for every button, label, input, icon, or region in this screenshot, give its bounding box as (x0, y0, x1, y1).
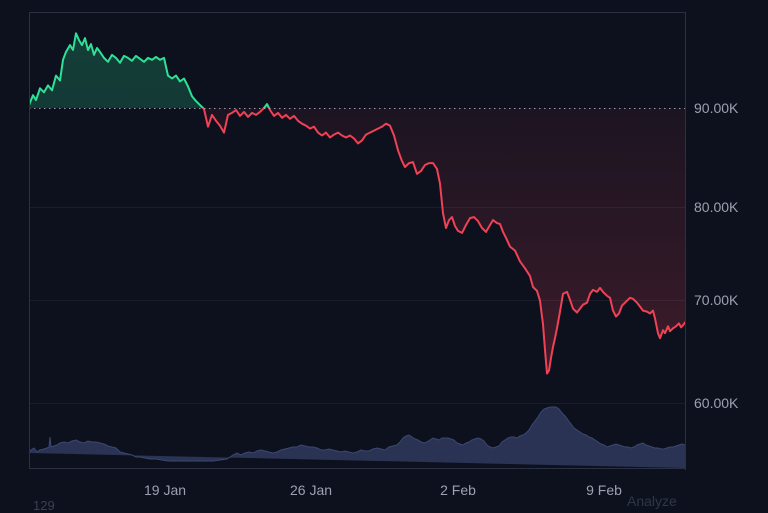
y-axis-label: 80.00K (694, 199, 739, 215)
price-area-down (29, 108, 685, 374)
y-axis-label: 60.00K (694, 395, 739, 411)
price-line-up (29, 32, 271, 108)
analyze-button[interactable]: Analyze (627, 493, 677, 509)
volume-histogram-edge (28, 406, 686, 462)
x-axis-label: 19 Jan (143, 482, 187, 498)
bar-count-label: 129 (33, 498, 55, 513)
price-line-down (201, 108, 685, 375)
price-area-up (29, 33, 685, 108)
x-axis-label: 26 Jan (289, 482, 333, 498)
y-axis-label: 90.00K (694, 100, 739, 116)
volume-histogram (29, 407, 685, 468)
x-axis-label: 9 Feb (586, 482, 622, 498)
x-axis-label: 2 Feb (440, 482, 476, 498)
y-axis-label: 70.00K (694, 292, 739, 308)
